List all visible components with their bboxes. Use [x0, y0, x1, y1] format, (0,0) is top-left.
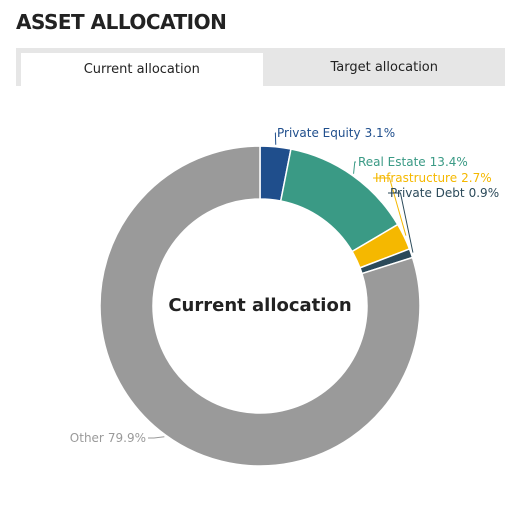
leader-line: [148, 436, 165, 439]
tab[interactable]: Target allocation: [330, 59, 438, 75]
donut-slice: [99, 145, 421, 467]
category-label: Other: [70, 431, 104, 445]
data-label: Private Equity 3.1%: [277, 126, 395, 140]
tab-bar: Current allocation Target allocation: [16, 48, 505, 86]
value-label: 2.7%: [461, 171, 492, 185]
leader-line: [274, 132, 277, 145]
page-title: ASSET ALLOCATION: [16, 10, 227, 34]
leader-line: [373, 177, 407, 236]
center-label: Current allocation: [168, 295, 351, 316]
value-label: 3.1%: [365, 126, 396, 140]
value-label: 13.4%: [430, 155, 468, 169]
category-label: Infrastructure: [375, 171, 457, 185]
data-label: Infrastructure 2.7%: [375, 171, 492, 185]
leader-line: [353, 161, 356, 174]
data-label: Private Debt 0.9%: [390, 186, 499, 200]
data-label: Other 79.9%: [70, 431, 146, 445]
category-label: Real Estate: [358, 155, 426, 169]
data-label: Real Estate 13.4%: [358, 155, 468, 169]
leader-line: [388, 192, 414, 253]
value-label: 79.9%: [108, 431, 146, 445]
category-label: Private Equity: [277, 126, 361, 140]
category-label: Private Debt: [390, 186, 465, 200]
value-label: 0.9%: [469, 186, 500, 200]
tab[interactable]: Current allocation: [20, 52, 264, 86]
